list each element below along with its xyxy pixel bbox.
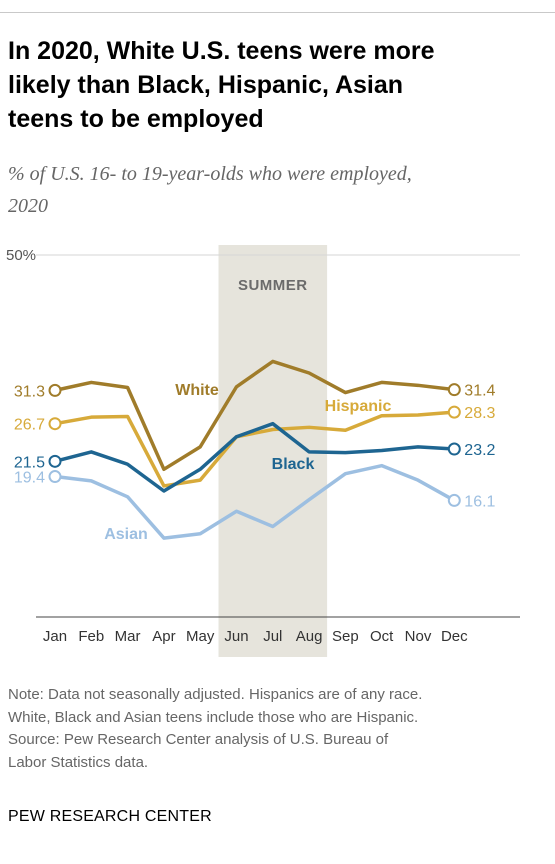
series-start-value: 21.5 xyxy=(14,454,45,471)
chart-title-line: likely than Black, Hispanic, Asian xyxy=(8,71,404,99)
x-tick-label: Oct xyxy=(370,628,394,645)
x-tick-label: Aug xyxy=(296,628,323,645)
series-start-value: 19.4 xyxy=(14,470,45,487)
chart-subtitle-line: 2020 xyxy=(8,195,48,217)
series-start-marker xyxy=(48,417,62,431)
series-end-value: 16.1 xyxy=(464,493,495,510)
series-start-value: 26.7 xyxy=(14,417,45,434)
series-start-value: 31.3 xyxy=(14,383,45,400)
x-tick-label: Mar xyxy=(115,628,141,645)
x-tick-label: Jan xyxy=(43,628,67,645)
chart-title-line: teens to be employed xyxy=(8,105,264,133)
note-line: Labor Statistics data. xyxy=(8,753,149,771)
note-line: Note: Data not seasonally adjusted. Hisp… xyxy=(8,686,423,703)
series-end-value: 23.2 xyxy=(464,442,495,459)
chart-note: Note: Data not seasonally adjusted. Hisp… xyxy=(8,684,553,774)
chart-title-line: In 2020, White U.S. teens were more xyxy=(8,37,435,65)
x-tick-label: Sep xyxy=(332,628,359,645)
series-end-marker xyxy=(447,405,461,419)
top-rule xyxy=(0,12,555,13)
x-tick-label: Nov xyxy=(405,628,432,645)
series-start-marker xyxy=(48,470,62,484)
y-tick-label: 50% xyxy=(6,247,36,264)
chart-title: In 2020, White U.S. teens were more like… xyxy=(8,34,548,136)
series-end-marker xyxy=(447,442,461,456)
series-end-value: 28.3 xyxy=(464,405,495,422)
x-tick-label: Jul xyxy=(263,628,282,645)
chart-subtitle-line: % of U.S. 16- to 19-year-olds who were e… xyxy=(8,163,412,185)
x-tick-label: Dec xyxy=(441,628,468,645)
x-tick-label: May xyxy=(186,628,215,645)
line-chart: SUMMER 50% Jan Feb Mar Apr May Jun Jul Aug Sep Oct N… xyxy=(6,245,520,657)
summer-label: SUMMER xyxy=(238,277,308,294)
note-line: White, Black and Asian teens include tho… xyxy=(8,708,419,726)
series-end-marker xyxy=(447,493,461,507)
series-name-label: Hispanic xyxy=(325,398,392,415)
series-line xyxy=(53,421,457,493)
series-line xyxy=(53,359,457,472)
series-name-label: Black xyxy=(272,456,315,473)
series-line xyxy=(53,463,457,540)
series-start-marker xyxy=(48,383,62,397)
series-end-marker xyxy=(447,383,461,397)
x-tick-label: Feb xyxy=(78,628,104,645)
brand-name: PEW RESEARCH CENTER xyxy=(8,808,212,825)
series-line xyxy=(53,410,457,488)
series-name-label: Asian xyxy=(104,526,148,543)
x-tick-label: Jun xyxy=(224,628,248,645)
x-tick-label: Apr xyxy=(152,628,175,645)
note-line: Source: Pew Research Center analysis of … xyxy=(8,731,389,748)
series-name-label: White xyxy=(175,382,219,399)
series-end-value: 31.4 xyxy=(464,383,495,400)
chart-subtitle: % of U.S. 16- to 19-year-olds who were e… xyxy=(8,158,548,222)
series-start-marker xyxy=(48,454,62,468)
